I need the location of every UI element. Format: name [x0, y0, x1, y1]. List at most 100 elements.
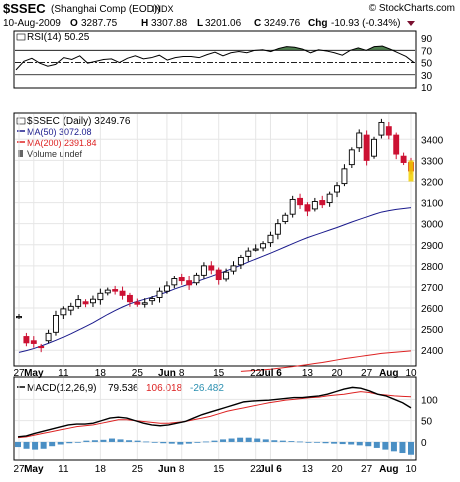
open-label: O: [70, 18, 78, 29]
macd-histogram-bar: [356, 441, 363, 446]
macd-histogram-bar: [279, 440, 286, 442]
macd-x-tick-label: 20: [331, 464, 343, 475]
candle-body: [193, 274, 200, 284]
macd-histogram-bar: [134, 440, 141, 442]
last-bar-marker: [408, 160, 414, 182]
macd-histogram-bar: [322, 441, 329, 444]
close-value: 3249.76: [264, 18, 301, 29]
price-tick-label: 3300: [421, 156, 444, 167]
macd-x-tick-label: Aug: [379, 464, 398, 475]
macd-histogram-bar: [220, 439, 227, 442]
macd-histogram-bar: [331, 441, 338, 444]
candle-body: [311, 201, 318, 210]
macd-x-tick-label: Jul 6: [259, 464, 282, 475]
candle-body: [178, 277, 185, 282]
macd-histogram-bar: [305, 441, 312, 443]
candle-body: [223, 271, 230, 280]
candle-body: [289, 198, 296, 215]
macd-x-tick-label: 25: [132, 464, 144, 475]
price-x-tick-label: 20: [331, 368, 343, 379]
candle-body: [252, 248, 259, 251]
macd-panel: [13, 376, 417, 461]
high-value: 3307.88: [151, 18, 188, 29]
macd-x-tick-label: 15: [213, 464, 225, 475]
symbol-title: $SSEC: [3, 1, 46, 16]
macd-histogram-bar: [271, 440, 278, 442]
candle-body: [126, 294, 133, 303]
candle-body: [82, 301, 89, 305]
candle-body: [245, 250, 252, 257]
histogram-legend-value: -26.482: [190, 383, 224, 394]
macd-histogram-bar: [237, 437, 244, 442]
candle-body: [282, 214, 289, 223]
macd-x-tick-label: 27: [361, 464, 373, 475]
candle-body: [90, 298, 96, 304]
watermark: © StockCharts.com: [369, 3, 455, 14]
change-label: Chg: [308, 18, 327, 29]
candle-body: [134, 301, 141, 305]
macd-histogram-bar: [100, 439, 107, 442]
rsi-tick-label: 90: [421, 34, 433, 45]
volume-legend-swatch: [18, 150, 23, 157]
macd-plot: [15, 378, 415, 459]
price-tick-label: 3100: [421, 199, 444, 210]
macd-histogram-bar: [373, 441, 380, 448]
candle-body: [230, 265, 237, 272]
candle-body: [319, 200, 326, 206]
macd-histogram-bar: [202, 441, 209, 443]
candle-body: [393, 134, 400, 155]
macd-histogram-bar: [408, 441, 414, 455]
macd-histogram-bar: [74, 441, 81, 443]
macd-histogram-bar: [15, 441, 21, 448]
rsi-tick-label: 50: [421, 59, 433, 70]
macd-histogram-bar: [194, 441, 201, 443]
price-legend: $SSEC (Daily) 3249.76: [27, 116, 131, 127]
macd-histogram-bar: [339, 441, 346, 445]
price-x-tick-label: 18: [95, 368, 107, 379]
rsi-plot: [15, 45, 415, 76]
price-x-tick-label: 8: [179, 368, 185, 379]
price-tick-label: 2700: [421, 283, 444, 294]
candle-body: [215, 269, 222, 281]
signal-line: [17, 391, 412, 439]
candle-body: [267, 234, 274, 244]
macd-histogram-bar: [160, 441, 167, 444]
candle-body: [326, 193, 333, 204]
macd-histogram-bar: [365, 441, 372, 447]
price-tick-label: 2800: [421, 262, 444, 273]
candle-body: [260, 243, 267, 249]
candle-body: [385, 126, 392, 136]
macd-histogram-bar: [211, 440, 218, 442]
macd-x-tick-label: 11: [58, 464, 69, 475]
price-x-tick-label: Aug: [379, 368, 398, 379]
candle-body: [156, 290, 163, 298]
exchange-label: INDX: [152, 4, 174, 14]
price-x-tick-label: 27: [361, 368, 373, 379]
price-x-tick-label: 22: [250, 368, 262, 379]
macd-histogram-bar: [117, 439, 124, 442]
candle-body: [45, 332, 52, 342]
price-tick-label: 2500: [421, 325, 444, 336]
price-x-tick-label: 15: [213, 368, 225, 379]
change-value: -10.93 (-0.34%): [331, 18, 400, 29]
ma50-line: [18, 207, 412, 353]
price-plot: [15, 114, 415, 372]
candle-body: [112, 289, 119, 292]
macd-legend: MACD(12,26,9): [27, 383, 96, 394]
candle-body: [341, 168, 348, 185]
macd-histogram-bar: [91, 440, 98, 442]
low-value: 3201.06: [205, 18, 242, 29]
candle-body: [23, 336, 30, 344]
macd-histogram-bar: [40, 441, 47, 449]
candle-body: [97, 292, 104, 301]
candle-body: [171, 278, 178, 286]
macd-histogram-bar: [288, 441, 295, 442]
high-label: H: [141, 18, 148, 29]
candle-body: [378, 121, 385, 136]
macd-histogram-bar: [23, 441, 30, 449]
candle-body: [67, 305, 74, 311]
volume-legend: Volume undef: [27, 149, 83, 159]
macd-histogram-bar: [57, 441, 64, 445]
ma200-legend: MA(200) 2391.84: [27, 138, 97, 148]
macd-x-tick-label: 22: [250, 464, 262, 475]
